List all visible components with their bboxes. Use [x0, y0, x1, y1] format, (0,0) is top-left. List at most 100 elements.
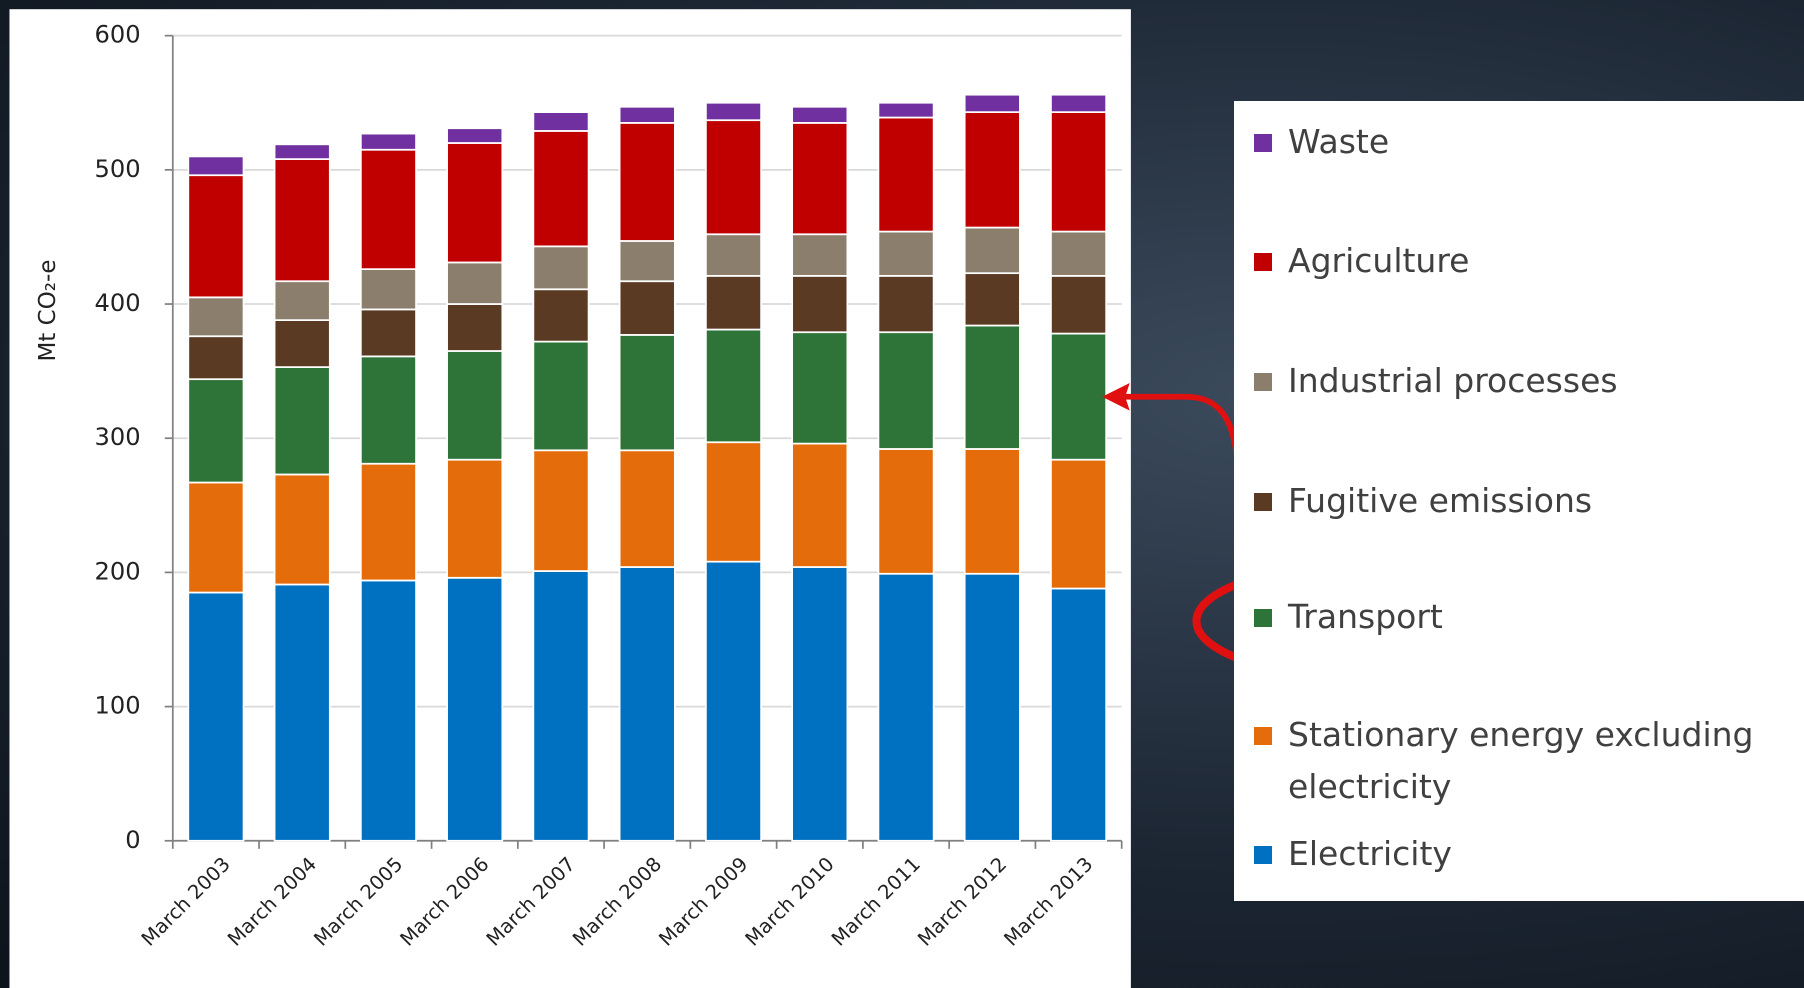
- bar-segment: [532, 288, 590, 343]
- bar-segment: [791, 566, 849, 842]
- bar-segment: [791, 442, 849, 568]
- legend-label: Agriculture: [1288, 241, 1470, 280]
- bar-segment: [273, 158, 331, 283]
- bar-segment: [273, 366, 331, 476]
- bar-segment: [705, 101, 762, 122]
- bar-segment: [359, 148, 417, 271]
- bar-segment: [877, 572, 935, 842]
- bar-segment: [1050, 332, 1108, 461]
- bar-segment: [532, 449, 590, 572]
- bar-segment: [273, 143, 331, 160]
- bar-segment: [187, 174, 245, 299]
- legend-item: Transport: [1254, 591, 1794, 643]
- bar-segment: [963, 572, 1021, 842]
- bar-segment: [963, 226, 1021, 275]
- y-tick-label: 300: [95, 423, 141, 451]
- bar-segment: [791, 105, 849, 124]
- bar-segment: [877, 274, 935, 334]
- legend-label: Waste: [1288, 122, 1390, 161]
- bar-segment: [359, 462, 417, 582]
- bar-segment: [187, 481, 245, 594]
- bar-segment: [963, 111, 1021, 229]
- bar-segment: [963, 93, 1021, 114]
- bar-segment: [618, 449, 676, 568]
- bar-segment: [877, 331, 935, 450]
- legend-swatch: [1254, 493, 1272, 511]
- y-tick-label: 100: [95, 692, 141, 720]
- legend-label: Transport: [1288, 597, 1443, 636]
- arrow: [1118, 393, 1253, 572]
- bar-segment: [187, 591, 245, 842]
- bar-segment: [963, 272, 1021, 327]
- bar-segment: [705, 441, 762, 563]
- bar-segment: [1050, 274, 1108, 335]
- bar-segment: [446, 127, 504, 144]
- bar-segment: [446, 142, 504, 264]
- bar-segment: [359, 268, 417, 311]
- bar-segment: [963, 324, 1021, 450]
- y-tick-label: 400: [95, 289, 141, 317]
- bar-segment: [877, 116, 935, 233]
- bar-segment: [1050, 230, 1108, 277]
- bar-segment: [1050, 458, 1108, 590]
- legend-item: Stationary energy excluding electricity: [1254, 709, 1794, 813]
- legend-item: Electricity: [1254, 828, 1794, 880]
- bar-segment: [705, 560, 762, 842]
- y-tick-label: 600: [95, 21, 141, 49]
- bar-segment: [446, 303, 504, 352]
- bar-segment: [532, 340, 590, 452]
- bar-segment: [618, 240, 676, 283]
- bar-segment: [791, 233, 849, 277]
- bar-segment: [359, 579, 417, 842]
- bar-segment: [1050, 93, 1108, 114]
- bar-segment: [532, 130, 590, 248]
- bar-segment: [446, 458, 504, 579]
- bar-segment: [618, 334, 676, 452]
- bar-segment: [705, 274, 762, 331]
- legend-swatch: [1254, 727, 1272, 745]
- bar-segment: [791, 331, 849, 445]
- legend: Waste Agriculture Industrial processes Fugi…: [1234, 101, 1804, 901]
- bar-segment: [532, 570, 590, 842]
- legend-item: Industrial processes: [1254, 355, 1794, 407]
- bar-segment: [273, 280, 331, 321]
- bar-segment: [618, 280, 676, 336]
- bar-segment: [187, 155, 245, 177]
- bar-segment: [359, 308, 417, 358]
- legend-item: Agriculture: [1254, 235, 1794, 287]
- legend-item: Waste: [1254, 116, 1794, 168]
- legend-label: Electricity: [1288, 834, 1452, 873]
- bar-segment: [705, 328, 762, 444]
- bar-segment: [532, 111, 590, 132]
- bar-segment: [877, 101, 935, 119]
- bar-segment: [273, 319, 331, 368]
- y-tick-label: 500: [95, 155, 141, 183]
- bar-segment: [446, 576, 504, 842]
- bar-segment: [187, 335, 245, 381]
- bar-segment: [532, 245, 590, 291]
- y-axis-label: Mt CO₂-e: [35, 260, 61, 362]
- legend-swatch: [1254, 846, 1272, 864]
- bar-segment: [359, 355, 417, 465]
- bar-segment: [1050, 111, 1108, 233]
- bar-segment: [705, 233, 762, 277]
- bar-segment: [618, 122, 676, 242]
- arrow-head: [1102, 383, 1130, 411]
- bar-segment: [273, 583, 331, 842]
- bar-segment: [705, 119, 762, 236]
- bar-segment: [618, 105, 676, 124]
- bar-segment: [446, 350, 504, 461]
- bar-segment: [187, 378, 245, 484]
- legend-swatch: [1254, 609, 1272, 627]
- bar-segment: [791, 122, 849, 236]
- bar-segment: [877, 230, 935, 277]
- y-tick-label: 0: [125, 826, 140, 854]
- bar-segment: [273, 473, 331, 586]
- bar-segment: [877, 448, 935, 575]
- legend-swatch: [1254, 253, 1272, 271]
- legend-label: Industrial processes: [1288, 361, 1618, 400]
- bar-segment: [791, 274, 849, 334]
- legend-item: Fugitive emissions: [1254, 475, 1794, 527]
